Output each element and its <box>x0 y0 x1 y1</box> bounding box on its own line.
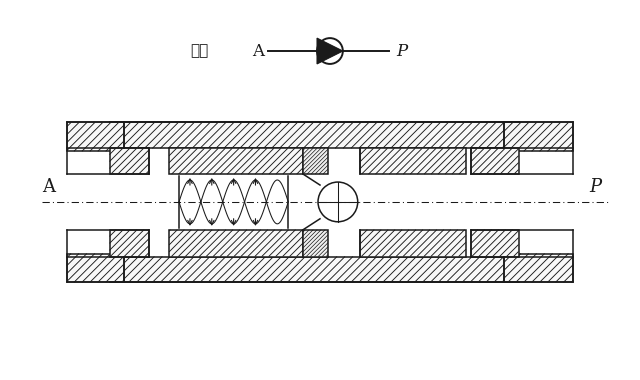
Bar <box>504 122 573 151</box>
Text: A: A <box>252 43 264 60</box>
Bar <box>303 148 328 174</box>
Bar <box>504 253 573 282</box>
Bar <box>471 148 518 174</box>
Bar <box>109 256 518 282</box>
Polygon shape <box>317 38 343 64</box>
Bar <box>67 122 124 151</box>
Bar <box>169 230 303 256</box>
Bar <box>360 230 466 256</box>
Text: 符号: 符号 <box>190 44 208 59</box>
Bar <box>67 253 124 282</box>
Bar <box>109 230 149 256</box>
Bar <box>109 148 149 174</box>
Bar <box>169 148 303 174</box>
Bar <box>471 230 518 256</box>
Bar <box>360 148 466 174</box>
Bar <box>303 230 328 256</box>
Text: P: P <box>589 178 601 196</box>
Text: A: A <box>42 178 56 196</box>
Bar <box>109 122 518 148</box>
Text: P: P <box>396 43 407 60</box>
